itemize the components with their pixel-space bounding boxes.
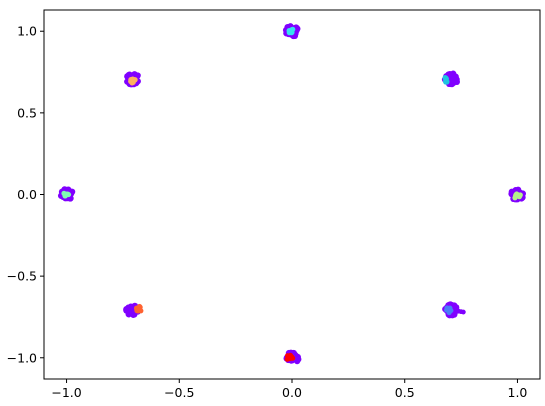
data-point <box>134 308 140 314</box>
data-point <box>460 309 466 315</box>
cluster-6 <box>57 186 76 202</box>
plot-frame <box>43 9 541 380</box>
cluster-7 <box>124 71 141 88</box>
data-point <box>126 310 133 317</box>
x-tick-label: −1.0 <box>51 385 81 400</box>
cluster-4 <box>283 349 302 365</box>
plot-area-background <box>44 10 540 379</box>
data-point <box>512 195 518 201</box>
data-point <box>62 193 68 199</box>
data-point <box>516 194 523 200</box>
cluster-2 <box>508 186 526 203</box>
data-point <box>448 76 455 83</box>
x-tick-label: 1.0 <box>508 385 528 400</box>
data-point <box>444 306 450 312</box>
y-tick-label: 0.5 <box>17 105 37 120</box>
y-tick-label: −1.0 <box>7 350 37 365</box>
data-point <box>132 77 138 83</box>
x-tick-label: −0.5 <box>164 385 194 400</box>
cluster-1 <box>441 70 460 88</box>
data-point <box>449 70 457 77</box>
data-point <box>444 78 450 85</box>
data-point <box>286 27 292 34</box>
y-tick-label: −0.5 <box>7 269 37 284</box>
y-tick-label: 0.0 <box>17 187 37 202</box>
y-tick-label: 1.0 <box>17 24 37 39</box>
cluster-3 <box>442 301 466 319</box>
y-axis-ticks: 1.0 0.5 0.0 −0.5 −1.0 <box>7 24 44 365</box>
data-point <box>137 304 143 310</box>
data-point <box>134 72 141 79</box>
data-points <box>57 23 526 365</box>
x-axis-ticks: −1.0 −0.5 0.0 0.5 1.0 <box>51 379 527 400</box>
cluster-5 <box>123 302 144 318</box>
data-point <box>287 355 293 362</box>
cluster-0 <box>282 23 301 40</box>
data-point <box>65 186 72 193</box>
x-tick-label: 0.5 <box>395 385 415 400</box>
x-tick-label: 0.0 <box>282 385 302 400</box>
